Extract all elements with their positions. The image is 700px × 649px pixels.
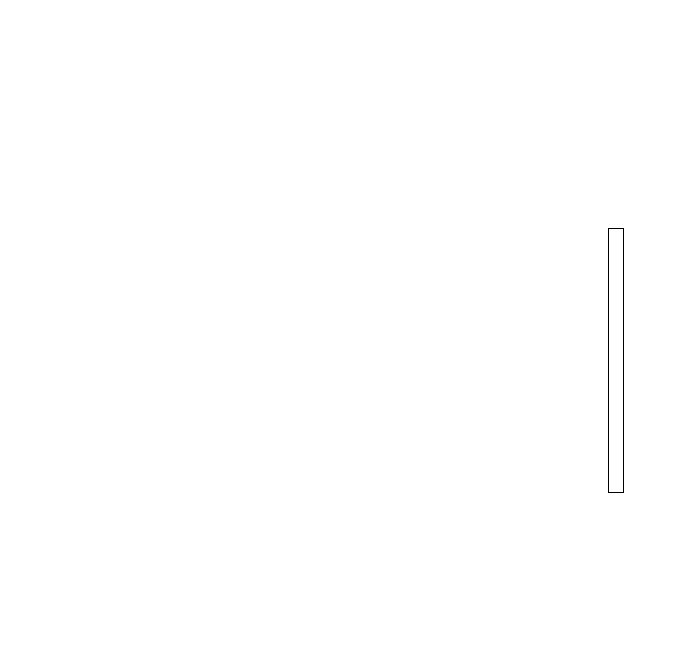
colorbar [608,228,624,493]
